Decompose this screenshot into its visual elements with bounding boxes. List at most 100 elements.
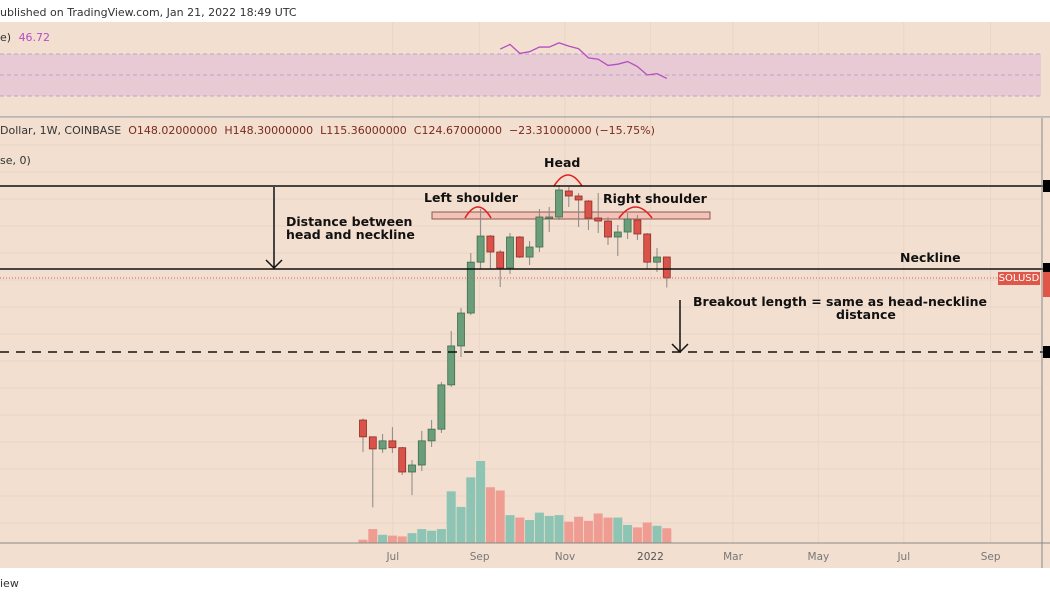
rsi-line (499, 42, 668, 80)
candle-body (447, 345, 456, 386)
candle-body (574, 195, 583, 201)
volume-bar (534, 512, 544, 543)
candle-body (613, 231, 622, 238)
candle-body (457, 312, 465, 347)
price-axis-marker (1043, 272, 1050, 297)
ohlc-legend: Dollar, 1W, COINBASE O148.02000000 H148.… (0, 124, 655, 137)
symbol-label: Dollar, 1W, COINBASE (0, 124, 122, 137)
distance-arrow-head (265, 259, 283, 270)
volume-bar (495, 490, 505, 543)
candle-body (427, 428, 436, 442)
shoulder-zone-rect (431, 211, 711, 220)
candle-body (653, 256, 661, 263)
candle-body (486, 235, 495, 253)
distance-label-1: Distance between (286, 214, 413, 229)
breakout-arrow-head (671, 343, 689, 354)
volume-bar (564, 521, 574, 543)
published-caption: ublished on TradingView.com, Jan 21, 202… (0, 6, 297, 19)
volume-bar (378, 534, 388, 543)
volume-bar (446, 491, 456, 543)
candle-body (643, 233, 652, 263)
footer-text: iew (0, 577, 19, 590)
right-shoulder-label: Right shoulder (603, 191, 707, 206)
time-axis-tick-label: May (808, 551, 830, 563)
candle-body (388, 440, 397, 449)
time-axis-tick-label: Nov (555, 551, 576, 563)
close-value: C124.67000000 (413, 124, 502, 137)
time-axis-tick-label: Sep (470, 551, 490, 563)
time-axis-tick-label: Sep (981, 551, 1001, 563)
candle-body (496, 251, 505, 269)
left-shoulder-label: Left shoulder (424, 190, 518, 205)
volume-bar (427, 530, 437, 543)
level-marker (1043, 346, 1050, 358)
candle-body (515, 236, 524, 258)
volume-bar (466, 477, 476, 543)
time-axis-tick-label: Mar (723, 551, 743, 563)
volume-bar (554, 515, 564, 543)
open-value: O148.02000000 (128, 124, 218, 137)
volume-bar (397, 536, 407, 543)
candle-body (564, 190, 573, 197)
candle-body (623, 218, 632, 233)
candle-body (398, 447, 407, 473)
candle-body (535, 216, 544, 248)
candle-body (604, 220, 612, 238)
candle-body (545, 216, 554, 219)
change-value: −23.31000000 (−15.75%) (508, 124, 655, 137)
level-marker (1043, 180, 1050, 192)
volume-bar (456, 506, 466, 543)
volume-bar (593, 513, 603, 543)
candle-body (437, 384, 446, 430)
candle-body (584, 200, 593, 219)
price-tag: SOLUSD (998, 272, 1040, 285)
level-marker (1043, 263, 1050, 275)
volume-bar (417, 529, 427, 543)
candle-body (506, 236, 514, 269)
time-axis-tick-label: Jul (385, 551, 399, 563)
breakout-label-1: Breakout length = same as head-neckline (693, 294, 988, 309)
peak-arc (618, 206, 653, 219)
candle-body (633, 219, 642, 235)
rsi-legend: e) 46.72 (0, 31, 50, 44)
candle-body (476, 235, 485, 263)
volume-bar (525, 520, 535, 543)
volume-bar (368, 529, 378, 543)
high-value: H148.30000000 (224, 124, 314, 137)
candle-body (662, 256, 671, 279)
volume-bar (642, 522, 652, 543)
volume-bar (505, 515, 515, 543)
volume-bar (387, 535, 397, 543)
neckline-label: Neckline (900, 250, 961, 265)
candle-body (368, 436, 377, 450)
volume-bar (662, 528, 672, 543)
rsi-value: 46.72 (18, 31, 51, 44)
volume-bar (358, 539, 368, 543)
low-value: L115.36000000 (320, 124, 407, 137)
candle-body (555, 189, 563, 218)
volume-bar (623, 524, 633, 543)
breakout-label-2: distance (836, 307, 896, 322)
time-axis-tick-label: 2022 (637, 551, 664, 563)
volume-bar (613, 517, 623, 543)
volume-bar (544, 515, 554, 543)
candle-body (466, 261, 475, 314)
distance-label-2: head and neckline (286, 227, 415, 242)
candle-body (359, 419, 367, 438)
volume-legend: se, 0) (0, 154, 31, 167)
candle-body (417, 440, 426, 466)
candle-body (525, 246, 534, 258)
price-pane (0, 118, 1050, 568)
time-axis-tick-label: Jul (896, 551, 910, 563)
candle-body (378, 440, 387, 450)
peak-arc (553, 174, 583, 187)
volume-bar (574, 516, 584, 543)
volume-bar (476, 461, 486, 543)
volume-bar (652, 525, 662, 543)
volume-bar (603, 517, 613, 543)
volume-bar (407, 533, 417, 543)
head-label: Head (544, 155, 581, 170)
volume-bar (485, 487, 495, 543)
volume-bar (515, 517, 525, 543)
